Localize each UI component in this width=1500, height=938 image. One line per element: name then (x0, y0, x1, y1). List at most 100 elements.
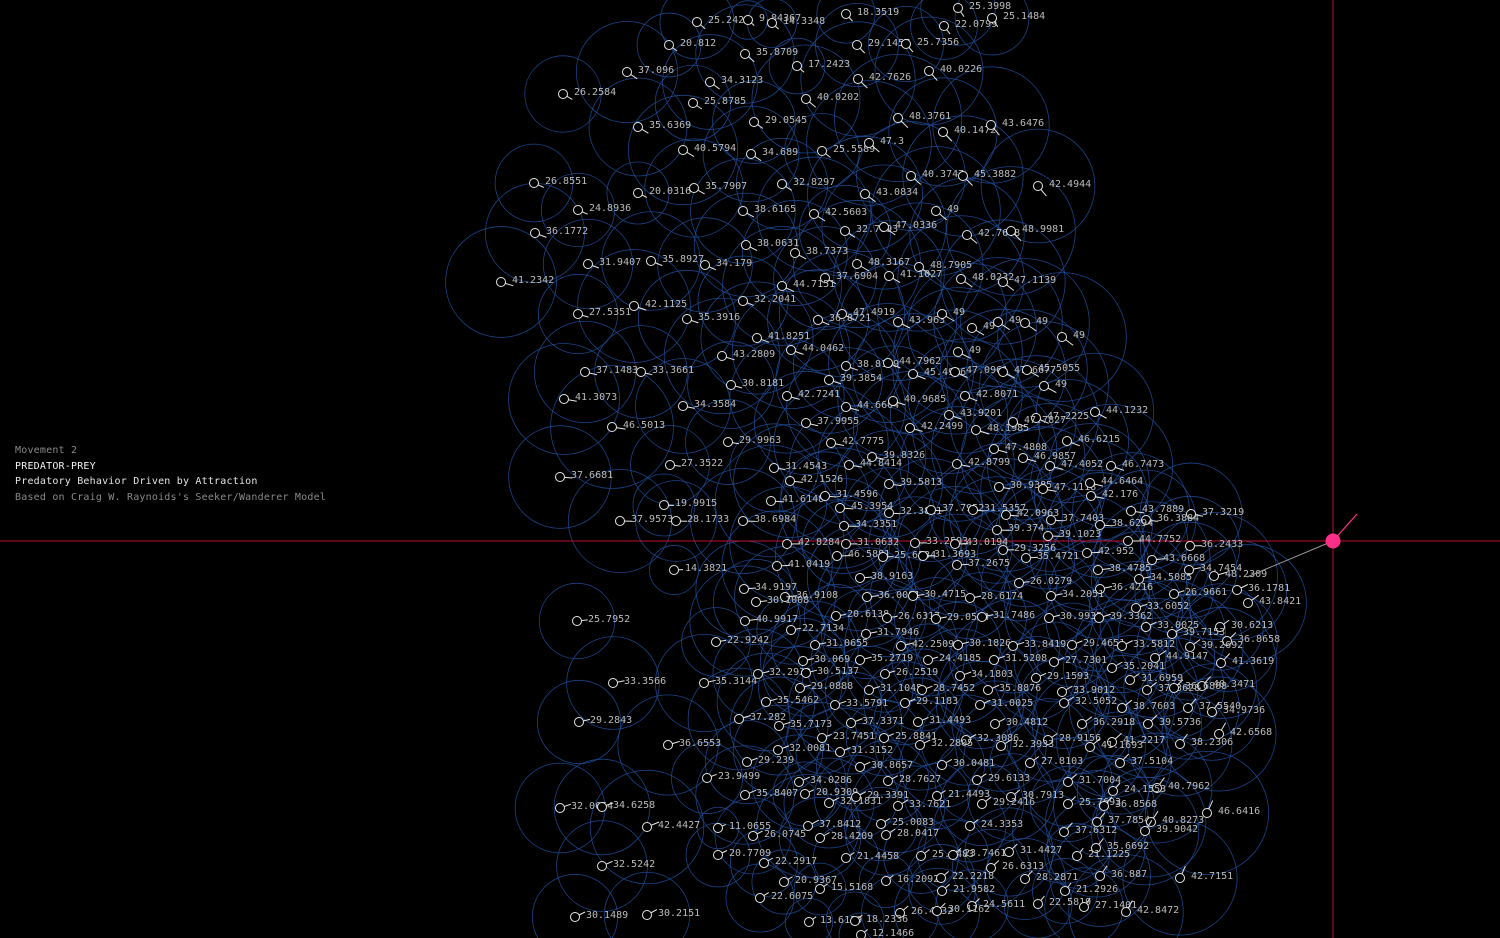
agent-value-label: 27.1401 (1095, 900, 1137, 911)
prey-agent: 31.5208 (989, 653, 1047, 665)
range-circle (508, 425, 612, 529)
prey-agent: 47.1118 (1038, 482, 1096, 494)
prey-agent: 32.2933 (753, 667, 811, 679)
agent-value-label: 42.4427 (658, 820, 700, 831)
agent-body (713, 823, 723, 833)
agent-value-label: 29.1183 (916, 696, 958, 707)
range-circle (914, 601, 1002, 689)
agent-body (958, 171, 968, 181)
prey-agent: 20.9309 (800, 787, 858, 799)
agent-body (924, 66, 934, 76)
agent-body (926, 505, 936, 515)
prey-agent: 33.3661 (636, 365, 694, 377)
agent-body (1108, 786, 1118, 796)
prey-agent: 29.2843 (574, 715, 632, 727)
prey-agent: 40.1472 (938, 125, 996, 142)
agent-body (1044, 613, 1054, 623)
agent-value-label: 39.374 (1008, 523, 1044, 534)
agent-value-label: 49 (983, 321, 995, 332)
agent-value-label: 24.1553 (1124, 784, 1166, 795)
prey-agent: 34.7454 (1184, 563, 1242, 575)
agent-value-label: 13.6129 (820, 915, 862, 926)
prey-agent: 38.6294 (1095, 518, 1153, 530)
agent-body (1141, 622, 1151, 632)
agent-value-label: 34.3351 (855, 519, 897, 530)
agent-body (1062, 436, 1072, 446)
agent-body (607, 422, 617, 432)
range-circle (778, 796, 862, 880)
agent-body (570, 912, 580, 922)
range-circle (657, 217, 753, 313)
prey-agent: 30.5137 (801, 666, 859, 678)
agent-value-label: 30.9385 (1010, 480, 1052, 491)
agent-value-label: 26.9661 (1185, 587, 1227, 598)
agent-body (597, 802, 607, 812)
prey-agent: 32.7893 (840, 224, 898, 238)
agent-body (800, 789, 810, 799)
agent-value-label: 39.7153 (1183, 627, 1225, 638)
agent-value-label: 41.1027 (900, 269, 942, 280)
agent-body (705, 77, 715, 87)
prey-agent: 41.3073 (559, 392, 617, 404)
agent-body (689, 183, 699, 193)
prey-agent: 41.2342 (496, 275, 554, 287)
agent-body (663, 740, 673, 750)
agent-body (573, 205, 583, 215)
agent-value-label: 40.9685 (904, 394, 946, 405)
agent-body (977, 612, 987, 622)
agent-body (1006, 792, 1016, 802)
agent-value-label: 42.6568 (1230, 727, 1272, 738)
range-circle (837, 345, 949, 457)
range-circle (960, 507, 1046, 593)
agent-value-label: 47.7827 (1024, 415, 1066, 426)
agent-value-label: 27.3522 (681, 458, 723, 469)
prey-agent: 41.6148 (766, 494, 824, 506)
prey-agent: 35.5462 (761, 695, 819, 707)
agent-body (688, 98, 698, 108)
prey-agent: 44.6604 (841, 400, 899, 412)
agent-body (1095, 584, 1105, 594)
prey-agent: 42.8472 (1121, 900, 1179, 917)
agent-value-label: 31.7946 (877, 627, 919, 638)
agent-value-label: 30.1826 (969, 638, 1011, 649)
agent-body (1006, 226, 1016, 236)
agent-value-label: 21.1225 (1088, 849, 1130, 860)
range-circle (768, 37, 826, 95)
prey-agent: 22.7134 (786, 623, 844, 635)
prey-agent: 30.1162 (932, 902, 990, 916)
prey-agent: 30.8181 (726, 378, 784, 390)
agent-body (937, 309, 947, 319)
prey-agent: 21.4458 (841, 851, 899, 863)
range-circle (907, 263, 1037, 393)
prey-agent: 46.7473 (1106, 459, 1164, 471)
range-circle (712, 80, 796, 164)
agent-body (1202, 808, 1212, 818)
agent-body (916, 851, 926, 861)
prey-agent: 26.9661 (1169, 587, 1227, 599)
agent-body (852, 259, 862, 269)
agent-value-label: 46.9857 (1034, 451, 1076, 462)
agent-body (1169, 683, 1179, 693)
agent-value-label: 32.3821 (900, 506, 942, 517)
range-circle (833, 220, 945, 332)
agent-body (786, 625, 796, 635)
agent-value-label: 49 (953, 307, 965, 318)
agent-value-label: 39.3362 (1110, 611, 1152, 622)
agent-body (790, 248, 800, 258)
agent-body (855, 762, 865, 772)
range-circle (1095, 638, 1199, 742)
prey-agent: 44.9147 (1150, 650, 1208, 663)
range-circle (1090, 530, 1188, 628)
agent-value-label: 25.2425 (708, 15, 750, 26)
agent-value-label: 41.3073 (575, 392, 617, 403)
agent-body (884, 271, 894, 281)
range-circle (681, 607, 751, 677)
agent-value-label: 26.2519 (896, 667, 938, 678)
agent-value-label: 47.3 (880, 136, 904, 147)
range-circle (960, 258, 1090, 388)
prey-agent: 31.1045 (864, 683, 922, 695)
agent-value-label: 42.5603 (825, 207, 867, 218)
range-circle (531, 873, 619, 938)
agent-body (965, 593, 975, 603)
